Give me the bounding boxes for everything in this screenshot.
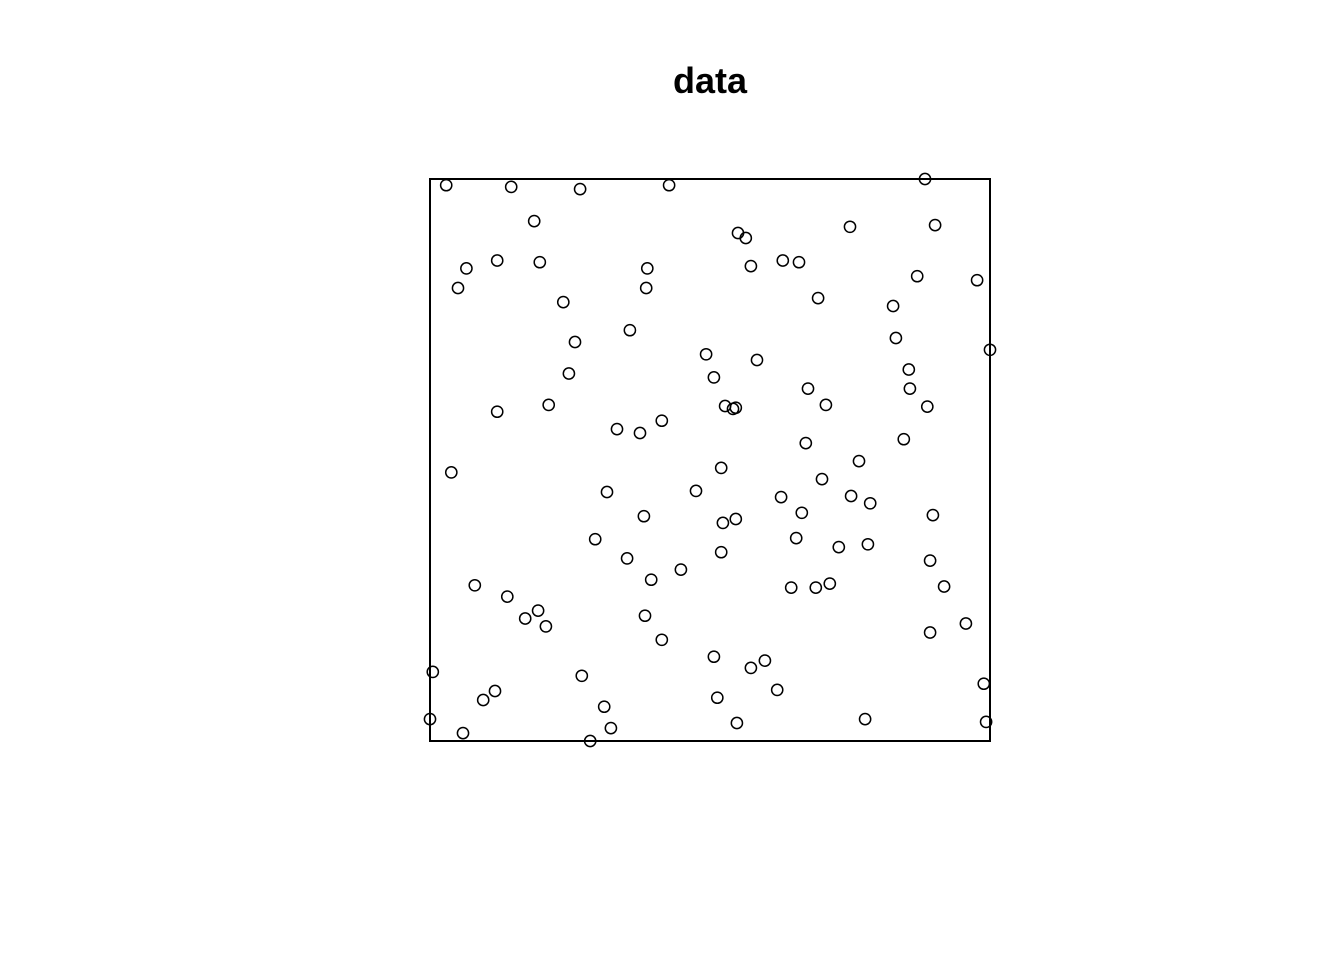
data-point <box>852 454 866 468</box>
data-point <box>858 712 872 726</box>
data-point <box>799 436 813 450</box>
data-point <box>674 563 688 576</box>
data-point <box>923 626 937 639</box>
data-point <box>910 269 924 283</box>
data-point <box>562 367 576 380</box>
data-point <box>716 516 730 530</box>
data-point <box>889 331 903 345</box>
data-point <box>729 401 743 415</box>
data-point <box>886 299 900 313</box>
data-point <box>902 363 916 376</box>
data-point <box>518 612 532 625</box>
data-point <box>699 347 713 361</box>
data-point <box>637 509 651 523</box>
data-point <box>639 281 653 295</box>
points-layer <box>423 172 997 748</box>
data-point <box>533 255 547 269</box>
data-point <box>795 506 809 520</box>
data-point <box>792 255 806 269</box>
data-point <box>689 484 703 498</box>
data-point <box>468 578 482 592</box>
data-point <box>739 231 753 245</box>
data-point <box>897 432 911 446</box>
data-point <box>750 353 764 367</box>
data-point <box>655 414 669 428</box>
data-point <box>920 400 934 413</box>
data-point <box>620 552 634 565</box>
data-point <box>500 590 514 603</box>
data-point <box>527 214 541 228</box>
data-point <box>573 182 587 196</box>
observation-window-frame <box>429 178 991 742</box>
data-point <box>490 405 504 419</box>
data-point <box>633 426 647 440</box>
data-point <box>588 532 602 546</box>
data-point <box>644 573 658 587</box>
data-point <box>488 684 502 698</box>
data-point <box>744 259 758 273</box>
data-point <box>937 580 951 593</box>
data-point <box>823 577 837 590</box>
data-point <box>809 581 823 594</box>
data-point <box>638 609 652 623</box>
data-point <box>730 716 744 730</box>
data-point <box>844 489 858 503</box>
data-point <box>640 262 654 275</box>
data-point <box>707 371 721 384</box>
data-point <box>776 254 790 267</box>
data-point <box>662 178 676 192</box>
data-point <box>979 715 993 729</box>
data-point <box>714 545 728 559</box>
data-point <box>490 254 504 267</box>
data-point <box>456 726 470 740</box>
data-point <box>575 669 589 683</box>
data-point <box>451 281 465 295</box>
data-point <box>714 461 728 475</box>
data-point <box>977 677 991 691</box>
data-point <box>863 496 877 510</box>
data-point <box>861 537 875 551</box>
data-point <box>600 485 614 499</box>
data-point <box>610 422 624 436</box>
data-point <box>832 540 846 554</box>
data-point <box>926 508 940 522</box>
data-point <box>903 382 917 395</box>
data-point <box>744 661 758 675</box>
data-point <box>959 617 973 630</box>
data-point <box>789 531 803 545</box>
data-point <box>710 691 724 705</box>
data-point <box>770 683 784 697</box>
data-point <box>460 262 473 275</box>
data-point <box>784 581 798 594</box>
data-point <box>928 218 942 232</box>
data-point <box>729 512 743 526</box>
data-point <box>970 273 984 287</box>
data-point <box>556 295 570 309</box>
data-point <box>426 665 440 679</box>
data-point <box>774 490 788 504</box>
chart-title: data <box>673 60 748 101</box>
data-point <box>815 472 829 486</box>
data-point <box>801 382 815 395</box>
data-point <box>843 220 857 234</box>
data-point <box>542 398 556 412</box>
data-point <box>819 398 833 412</box>
data-point <box>476 693 490 707</box>
data-point <box>439 178 453 192</box>
data-point <box>504 180 518 194</box>
data-point <box>655 633 669 647</box>
data-point <box>539 620 553 633</box>
data-point <box>597 700 611 714</box>
data-point <box>444 466 458 479</box>
data-point <box>923 554 937 567</box>
data-point <box>811 291 825 305</box>
data-point <box>758 654 772 667</box>
data-point <box>623 323 637 337</box>
data-point <box>568 335 582 349</box>
data-point <box>707 650 721 664</box>
data-point <box>531 604 545 617</box>
data-point <box>604 721 618 735</box>
